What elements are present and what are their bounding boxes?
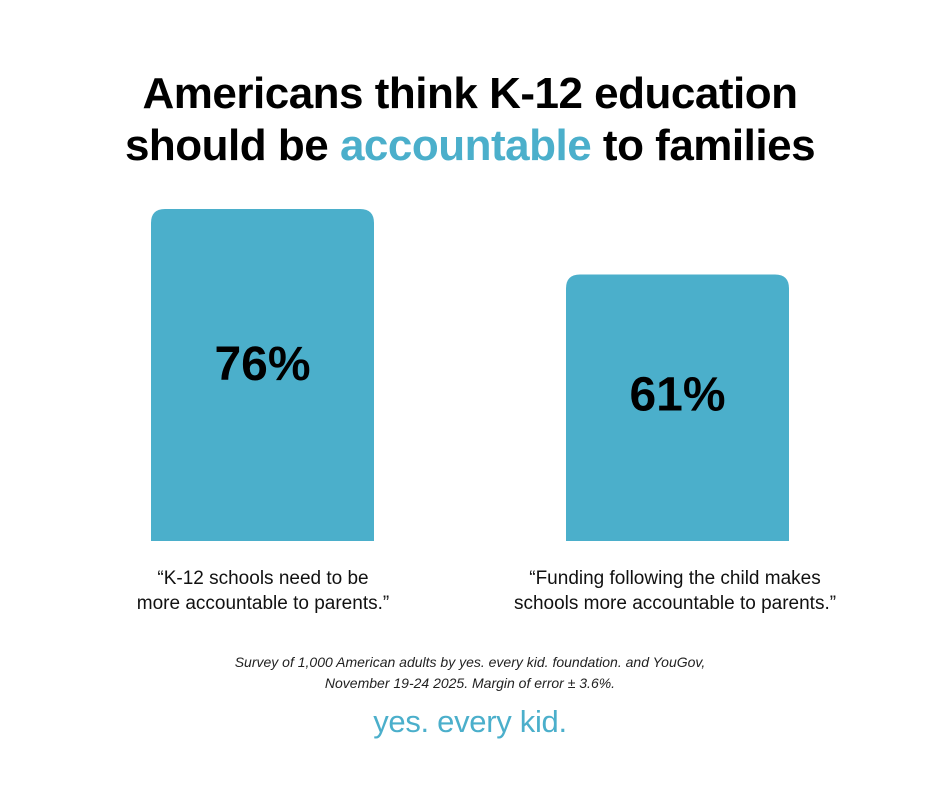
bar-1 [151, 209, 374, 541]
bar-2-value-label: 61% [629, 369, 725, 422]
bar-1-value-label: 76% [214, 338, 310, 391]
bar-2 [566, 274, 789, 541]
bar-label-2: “Funding following the child makes schoo… [485, 566, 865, 616]
source-line-2: November 19-24 2025. Margin of error ± 3… [324, 675, 616, 691]
chart-title: Americans think K-12 education should be… [0, 68, 940, 172]
title-line-1: Americans think K-12 education [142, 69, 798, 118]
bar-label-2-line-2: schools more accountable to parents.” [513, 593, 837, 614]
bar-label-1-line-1: “K-12 schools need to be [157, 568, 369, 589]
title-line-2-start: should be [124, 121, 340, 170]
title-line-2-end: to families [591, 121, 816, 170]
source-note: Survey of 1,000 American adults by yes. … [0, 652, 940, 694]
title-line-2: should be accountable to families [0, 120, 940, 172]
bar-label-1-line-2: more accountable to parents.” [136, 593, 390, 614]
title-accent-word: accountable [339, 121, 592, 170]
brand-logo: yes. every kid. [373, 704, 567, 739]
bar-label-2-line-1: “Funding following the child makes [529, 568, 821, 589]
bar-label-1: “K-12 schools need to be more accountabl… [83, 566, 443, 616]
source-line-1: Survey of 1,000 American adults by yes. … [234, 654, 706, 670]
